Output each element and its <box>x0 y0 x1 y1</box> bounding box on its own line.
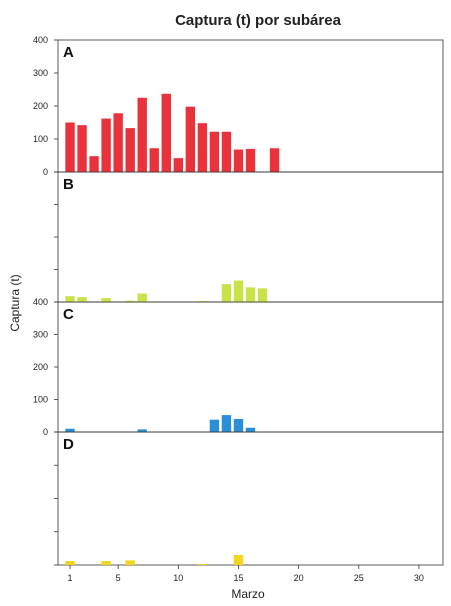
bar-a <box>101 118 111 172</box>
panel-label-c: C <box>63 306 74 323</box>
bar-a <box>185 106 196 172</box>
y-tick-label: 400 <box>33 297 48 307</box>
bar-a <box>137 97 147 172</box>
panel-frame-b <box>57 171 444 303</box>
bar-a <box>125 128 135 172</box>
y-tick-label: 400 <box>33 35 48 45</box>
bar-a <box>149 148 159 172</box>
y-tick-label: 0 <box>43 427 48 437</box>
y-tick-label: 0 <box>43 167 48 177</box>
bar-b <box>245 287 256 302</box>
bar-b <box>101 298 111 302</box>
x-tick-label: 1 <box>68 573 73 583</box>
bar-d <box>65 561 75 565</box>
y-tick-label: 200 <box>33 362 48 372</box>
x-tick-label: 25 <box>354 573 364 583</box>
bar-a <box>89 156 99 172</box>
bar-b <box>77 297 87 302</box>
y-tick-label: 300 <box>33 68 48 78</box>
bar-c <box>221 415 232 432</box>
bar-a <box>269 148 280 172</box>
panel-label-a: A <box>63 44 74 61</box>
bar-a <box>77 125 87 172</box>
bar-a <box>113 113 123 172</box>
y-tick-label: 100 <box>33 395 48 405</box>
chart-title: Captura (t) por subárea <box>175 12 342 29</box>
bar-b <box>197 301 208 302</box>
y-tick-label: 300 <box>33 330 48 340</box>
x-tick-label: 15 <box>233 573 243 583</box>
bar-c <box>137 429 147 432</box>
bar-a <box>197 123 208 172</box>
x-tick-label: 20 <box>294 573 304 583</box>
bar-a <box>173 158 184 172</box>
bar-b <box>257 288 268 302</box>
bar-d <box>233 555 244 565</box>
panel-frame-d <box>57 431 444 566</box>
panel-label-b: B <box>63 176 74 193</box>
bar-a <box>209 131 220 172</box>
bar-b <box>125 300 135 302</box>
y-axis-title: Captura (t) <box>8 274 22 331</box>
x-tick-label: 10 <box>173 573 183 583</box>
bar-b <box>221 284 232 302</box>
bar-b <box>65 296 75 302</box>
bar-a <box>221 131 232 172</box>
x-tick-label: 5 <box>116 573 121 583</box>
bar-a <box>65 122 75 172</box>
bar-d <box>101 561 111 565</box>
bar-a <box>245 148 256 172</box>
bar-a <box>233 149 244 172</box>
bar-c <box>245 427 256 432</box>
y-tick-label: 200 <box>33 101 48 111</box>
bar-c <box>233 419 244 432</box>
panel-frame-c <box>57 301 444 433</box>
x-tick-label: 30 <box>414 573 424 583</box>
y-tick-label: 100 <box>33 134 48 144</box>
panel-label-d: D <box>63 436 74 453</box>
bar-b <box>233 280 244 302</box>
bar-d <box>125 560 135 565</box>
bar-d <box>197 564 208 565</box>
bar-a <box>161 93 171 172</box>
bar-b <box>137 293 147 302</box>
x-axis-title: Marzo <box>231 587 265 601</box>
bar-c <box>65 428 75 432</box>
bar-c <box>209 419 220 432</box>
